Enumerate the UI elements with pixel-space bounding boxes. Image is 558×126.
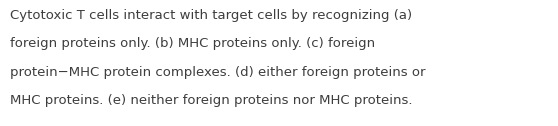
Text: Cytotoxic T cells interact with target cells by recognizing (a): Cytotoxic T cells interact with target c… bbox=[10, 9, 412, 22]
Text: MHC proteins. (e) neither foreign proteins nor MHC proteins.: MHC proteins. (e) neither foreign protei… bbox=[10, 94, 412, 107]
Text: protein−MHC protein complexes. (d) either foreign proteins or: protein−MHC protein complexes. (d) eithe… bbox=[10, 66, 426, 78]
Text: foreign proteins only. (b) MHC proteins only. (c) foreign: foreign proteins only. (b) MHC proteins … bbox=[10, 37, 375, 50]
